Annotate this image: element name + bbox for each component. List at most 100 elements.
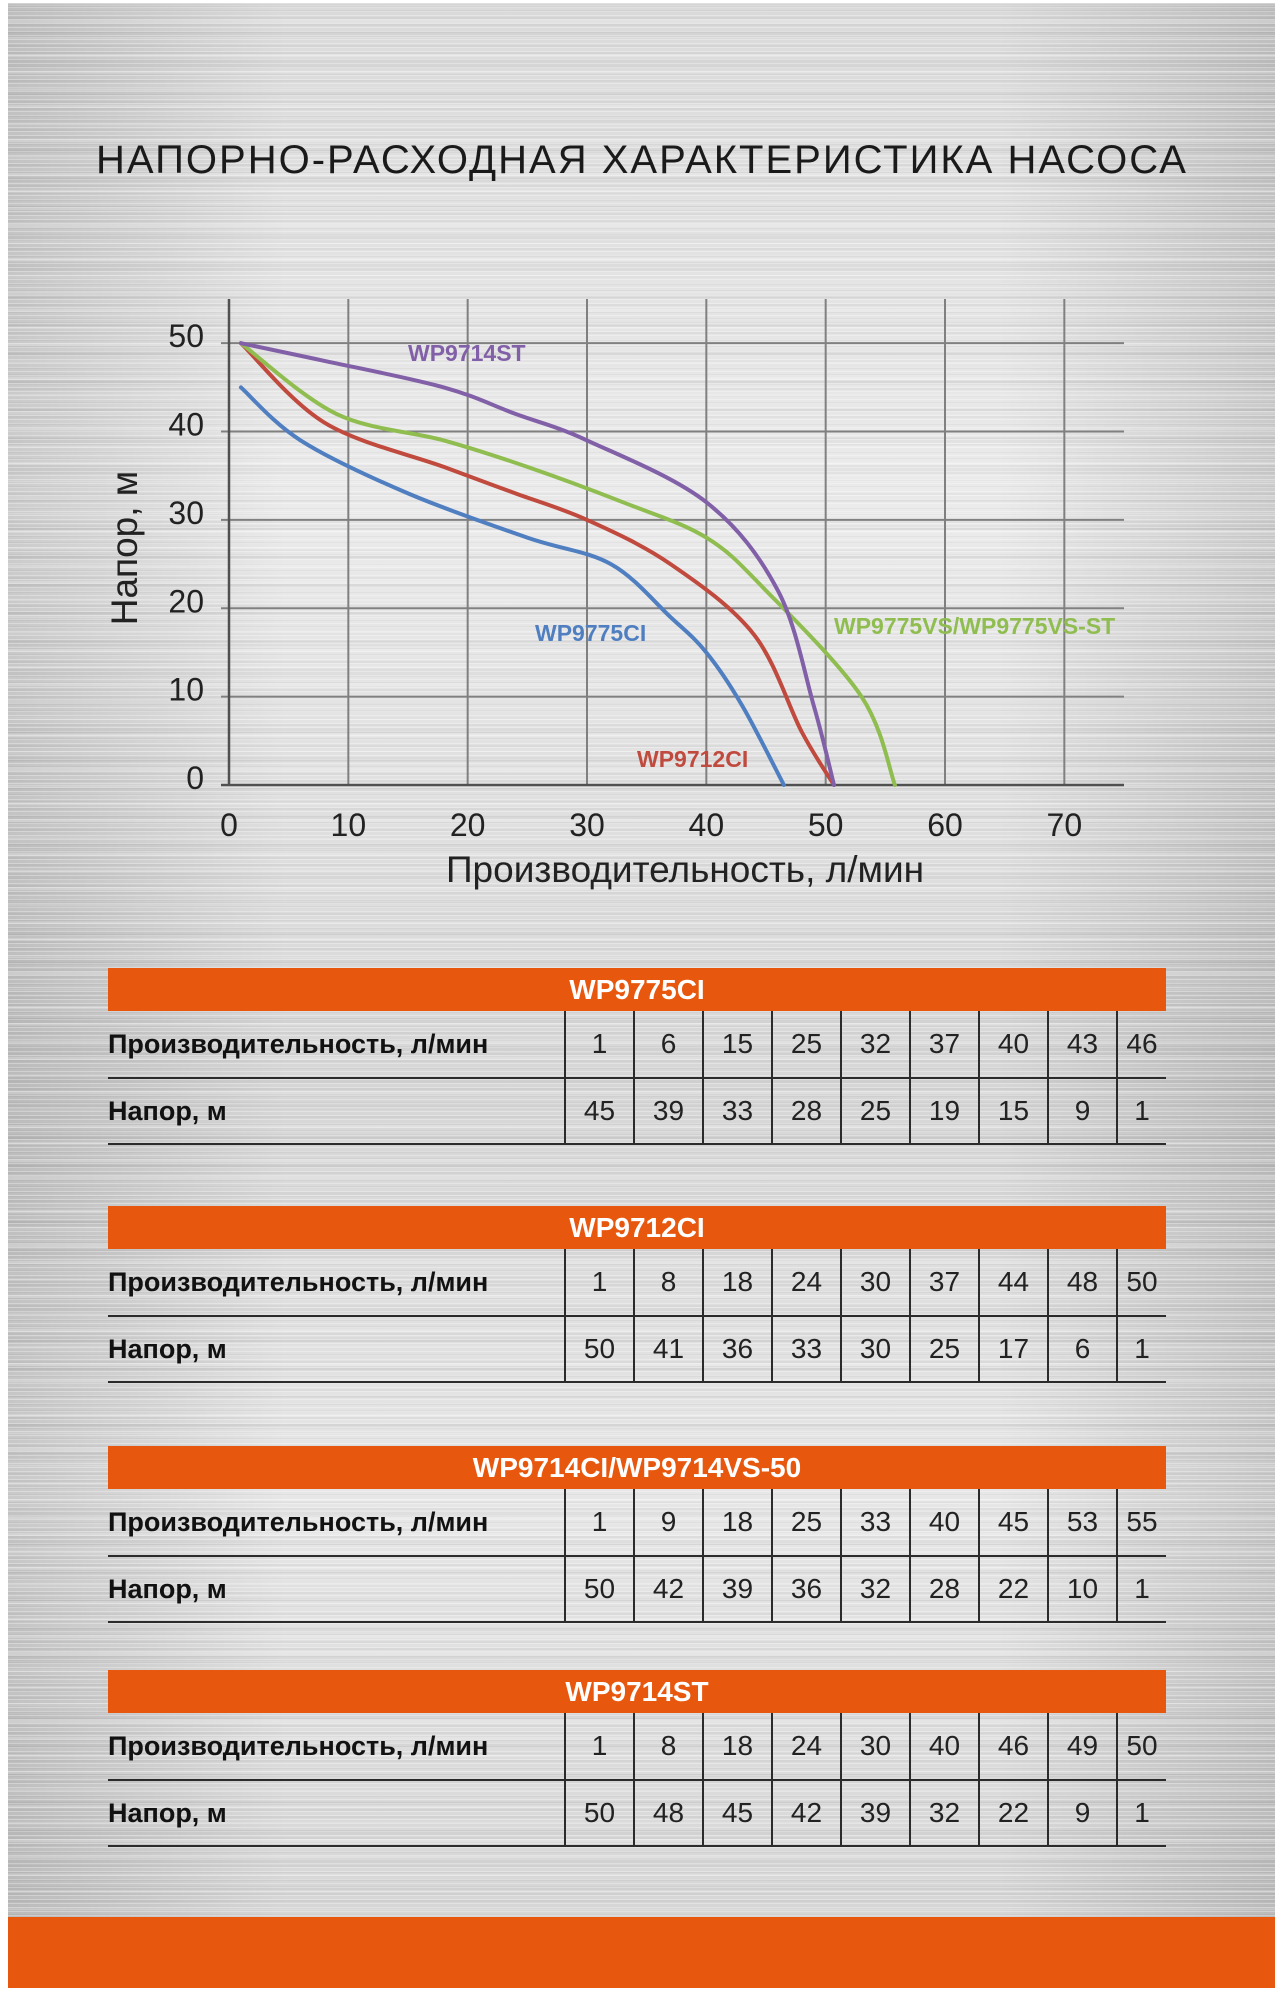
series-label-wp9775vs-wp9775vs-st: WP9775VS/WP9775VS-ST	[834, 613, 1115, 639]
table-cell: 24	[771, 1249, 840, 1315]
table-cell: 10	[1047, 1557, 1116, 1621]
table-cell: 33	[702, 1079, 771, 1143]
table-row: Производительность, л/мин 1 9 18 25 33 40 45 53 5…	[108, 1489, 1166, 1557]
y-tick-label: 0	[186, 760, 204, 796]
x-tick-label: 10	[331, 807, 367, 843]
table-cell: 50	[1116, 1713, 1166, 1779]
table-cell: 25	[771, 1011, 840, 1077]
table-cell: 45	[702, 1781, 771, 1845]
table-row: Напор, м 45 39 33 28 25 19 15 9 1	[108, 1079, 1166, 1145]
table-cell: 32	[909, 1781, 978, 1845]
table-cell: 1	[564, 1249, 633, 1315]
table-cell: 46	[978, 1713, 1047, 1779]
table-cell: 1	[564, 1489, 633, 1555]
chart-grid	[221, 299, 1124, 787]
table-cell: 37	[909, 1249, 978, 1315]
table-cell: 41	[633, 1317, 702, 1381]
table-cell: 30	[840, 1317, 909, 1381]
table-row: Напор, м 50 48 45 42 39 32 22 9 1	[108, 1781, 1166, 1847]
table-cell: 36	[702, 1317, 771, 1381]
table-row: Производительность, л/мин 1 8 18 24 30 37 44 48 5…	[108, 1249, 1166, 1317]
spec-table: WP9714CI/WP9714VS-50 Производительность, …	[108, 1446, 1166, 1623]
table-cell: 18	[702, 1489, 771, 1555]
table-cell: 1	[1116, 1781, 1166, 1845]
table-cell: 6	[633, 1011, 702, 1077]
table-cell: 39	[840, 1781, 909, 1845]
chart-labels: 0 10 20 30 40 50 60 70 0 10 20 30 40 50 WP9775CI WP9712…	[168, 318, 1115, 843]
table-row: Напор, м 50 41 36 33 30 25 17 6 1	[108, 1317, 1166, 1383]
x-tick-label: 50	[808, 807, 844, 843]
table-row: Производительность, л/мин 1 6 15 25 32 37 40 43 4…	[108, 1011, 1166, 1079]
spec-table: WP9714ST Производительность, л/мин 1 8 18 24 3…	[108, 1670, 1166, 1847]
y-tick-label: 20	[168, 583, 204, 619]
spec-table: WP9775CI Производительность, л/мин 1 6 15 25 3…	[108, 968, 1166, 1145]
table-cell: 9	[1047, 1079, 1116, 1143]
page-title: НАПОРНО-РАСХОДНАЯ ХАРАКТЕРИСТИКА НАСОСА	[96, 138, 1188, 182]
table-cell: 39	[702, 1557, 771, 1621]
table-cell: 18	[702, 1249, 771, 1315]
table-cell: 22	[978, 1781, 1047, 1845]
series-label-wp9712ci: WP9712CI	[637, 746, 748, 772]
row-label: Напор, м	[108, 1573, 227, 1604]
y-tick-label: 40	[168, 407, 204, 443]
table-cell: 32	[840, 1557, 909, 1621]
y-tick-label: 30	[168, 495, 204, 531]
table-cell: 36	[771, 1557, 840, 1621]
x-tick-label: 40	[689, 807, 725, 843]
table-cell: 33	[771, 1317, 840, 1381]
spec-table: WP9712CI Производительность, л/мин 1 8 18 24 3…	[108, 1206, 1166, 1383]
row-label: Напор, м	[108, 1095, 227, 1126]
table-cell: 19	[909, 1079, 978, 1143]
pump-curve-chart: 0 10 20 30 40 50 60 70 0 10 20 30 40 50 WP9775CI WP9712…	[104, 299, 1124, 890]
series-label-wp9775ci: WP9775CI	[535, 620, 646, 646]
table-row: Напор, м 50 42 39 36 32 28 22 10 1	[108, 1557, 1166, 1623]
table-cell: 28	[771, 1079, 840, 1143]
table-cell: 15	[978, 1079, 1047, 1143]
row-label: Напор, м	[108, 1333, 227, 1364]
table-cell: 1	[1116, 1557, 1166, 1621]
table-cell: 30	[840, 1713, 909, 1779]
row-label: Производительность, л/мин	[108, 1506, 489, 1537]
table-cell: 9	[633, 1489, 702, 1555]
table-cell: 48	[1047, 1249, 1116, 1315]
table-cell: 40	[909, 1489, 978, 1555]
table-cell: 45	[564, 1079, 633, 1143]
table-cell: 46	[1116, 1011, 1166, 1077]
x-tick-label: 70	[1047, 807, 1083, 843]
table-cell: 22	[978, 1557, 1047, 1621]
table-cell: 50	[564, 1781, 633, 1845]
series-line-wp9775ci	[238, 385, 786, 787]
row-label: Производительность, л/мин	[108, 1730, 489, 1761]
table-cell: 44	[978, 1249, 1047, 1315]
table-cell: 18	[702, 1713, 771, 1779]
table-cell: 37	[909, 1011, 978, 1077]
y-tick-label: 50	[168, 318, 204, 354]
table-cell: 40	[978, 1011, 1047, 1077]
x-axis-title: Производительность, л/мин	[446, 849, 924, 890]
row-label: Напор, м	[108, 1797, 227, 1828]
table-cell: 39	[633, 1079, 702, 1143]
x-tick-label: 0	[220, 807, 238, 843]
table-cell: 1	[1116, 1317, 1166, 1381]
table-cell: 15	[702, 1011, 771, 1077]
table-cell: 6	[1047, 1317, 1116, 1381]
table-cell: 42	[633, 1557, 702, 1621]
series-line-wp9775vs-wp9775vs-st	[238, 341, 897, 787]
table-cell: 55	[1116, 1489, 1166, 1555]
table-cell: 25	[840, 1079, 909, 1143]
table-cell: 25	[909, 1317, 978, 1381]
table-cell: 48	[633, 1781, 702, 1845]
footer-bar	[8, 1917, 1275, 1988]
table-cell: 9	[1047, 1781, 1116, 1845]
series-line-wp9714st	[238, 341, 836, 787]
table-cell: 45	[978, 1489, 1047, 1555]
table-cell: 28	[909, 1557, 978, 1621]
row-label: Производительность, л/мин	[108, 1266, 489, 1297]
x-tick-label: 30	[569, 807, 605, 843]
table-cell: 50	[1116, 1249, 1166, 1315]
y-tick-label: 10	[168, 672, 204, 708]
table-cell: 8	[633, 1249, 702, 1315]
table-cell: 43	[1047, 1011, 1116, 1077]
row-label: Производительность, л/мин	[108, 1028, 489, 1059]
